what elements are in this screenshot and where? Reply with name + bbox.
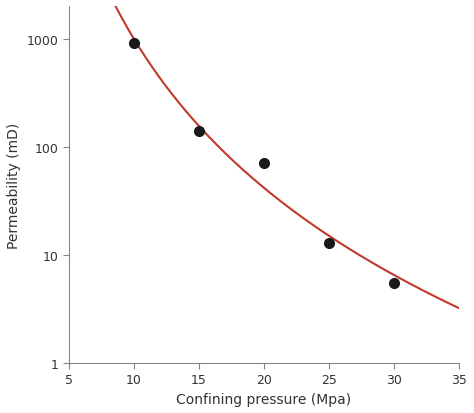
Point bbox=[195, 128, 203, 135]
Y-axis label: Permeability (mD): Permeability (mD) bbox=[7, 122, 21, 248]
Point bbox=[260, 161, 268, 167]
Point bbox=[130, 41, 137, 47]
Point bbox=[325, 240, 333, 246]
X-axis label: Confining pressure (Mpa): Confining pressure (Mpa) bbox=[176, 392, 352, 406]
Point bbox=[390, 280, 398, 287]
